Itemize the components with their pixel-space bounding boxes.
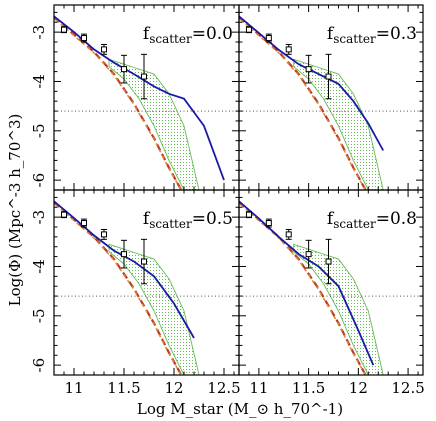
panel-label-sub: scatter [149, 217, 192, 231]
observed-point [141, 258, 147, 265]
panel-label-value: =0.0 [192, 24, 233, 44]
x-tick-label: 11 [249, 379, 268, 397]
scatter-band [293, 58, 384, 190]
series-line-solid-blue [239, 15, 384, 151]
panel-plot-area [54, 15, 239, 190]
panel-label: fscatter=0.8 [327, 209, 417, 231]
panel-label: fscatter=0.3 [327, 24, 417, 46]
panel-label-sub: scatter [333, 32, 376, 46]
y-tick-label: -6 [30, 358, 48, 373]
y-tick-label: -4 [30, 74, 48, 89]
series-line-dashed-red [239, 201, 367, 375]
scatter-band [293, 243, 384, 375]
observed-point [101, 46, 107, 53]
series-line-dashed-red [54, 16, 183, 190]
x-tick-labels: 11 11.5 12 12.5 11 11.5 12 12.5 [64, 379, 424, 397]
panel-label: fscatter=0.0 [143, 24, 233, 46]
observed-point [121, 66, 127, 73]
panel-plot-area [239, 15, 423, 190]
panel-top-left: fscatter=0.0 [53, 4, 240, 191]
observed-point [81, 220, 87, 227]
panel-label-value: =0.3 [376, 24, 417, 44]
series-line-dashed-orange [54, 17, 183, 190]
series-line-dashed-orange [239, 202, 367, 375]
y-tick-label: -3 [30, 210, 48, 225]
y-tick-label: -4 [30, 259, 48, 274]
scatter-band [108, 58, 200, 190]
series-line-dashed-orange [239, 17, 367, 190]
x-tick-label: 12.5 [207, 379, 240, 397]
x-tick-label: 12 [349, 379, 368, 397]
panel-label-f: f [143, 24, 151, 44]
panel-plot-area [54, 200, 239, 375]
x-tick-label: 12.5 [391, 379, 424, 397]
panel-label-sub: scatter [149, 32, 192, 46]
observed-point [305, 66, 312, 73]
y-axis-title: Log(Φ) (Mpc^-3 h_70^3) [6, 114, 24, 307]
y-tick-label: -3 [30, 25, 48, 40]
observed-point [265, 35, 272, 42]
observed-point [141, 73, 147, 80]
observed-point [305, 251, 312, 258]
series-line-dashed-red [239, 16, 367, 190]
scatter-band [108, 243, 200, 375]
x-tick-label: 11 [64, 379, 83, 397]
observed-point [245, 26, 252, 33]
y-tick-label: -5 [30, 308, 48, 323]
panel-label: fscatter=0.5 [143, 209, 233, 231]
observed-point [285, 231, 292, 238]
panel-label-value: =0.5 [192, 209, 233, 229]
y-tick-labels: -3 -4 -5 -6 -3 -4 -5 -6 [30, 25, 48, 373]
panel-label-f: f [143, 209, 151, 229]
observed-point [81, 35, 87, 42]
panel-bottom-left: fscatter=0.5 [53, 189, 240, 376]
observed-point [61, 211, 67, 218]
x-tick-label: 11.5 [107, 379, 140, 397]
x-tick-label: 11.5 [292, 379, 325, 397]
series-line-dashed-orange [54, 202, 183, 375]
observed-point [325, 73, 332, 80]
observed-point [265, 220, 272, 227]
panel-plot-area [239, 200, 423, 375]
panel-label-value: =0.8 [376, 209, 417, 229]
x-tick-label: 12 [164, 379, 183, 397]
panel-label-sub: scatter [333, 217, 376, 231]
observed-point [121, 251, 127, 258]
observed-point [325, 258, 332, 265]
observed-point [61, 26, 67, 33]
observed-point [245, 211, 252, 218]
x-axis-title: Log M_star (M_⊙ h_70^-1) [137, 400, 343, 418]
panel-label-f: f [327, 24, 335, 44]
observed-point [285, 46, 292, 53]
panel-frame [238, 189, 424, 376]
panel-bottom-right: fscatter=0.8 [238, 189, 424, 376]
observed-point [101, 231, 107, 238]
y-tick-label: -5 [30, 123, 48, 138]
panel-label-f: f [327, 209, 335, 229]
series-line-dashed-red [54, 201, 183, 375]
y-tick-label: -6 [30, 173, 48, 188]
panel-top-right: fscatter=0.3 [238, 4, 424, 191]
